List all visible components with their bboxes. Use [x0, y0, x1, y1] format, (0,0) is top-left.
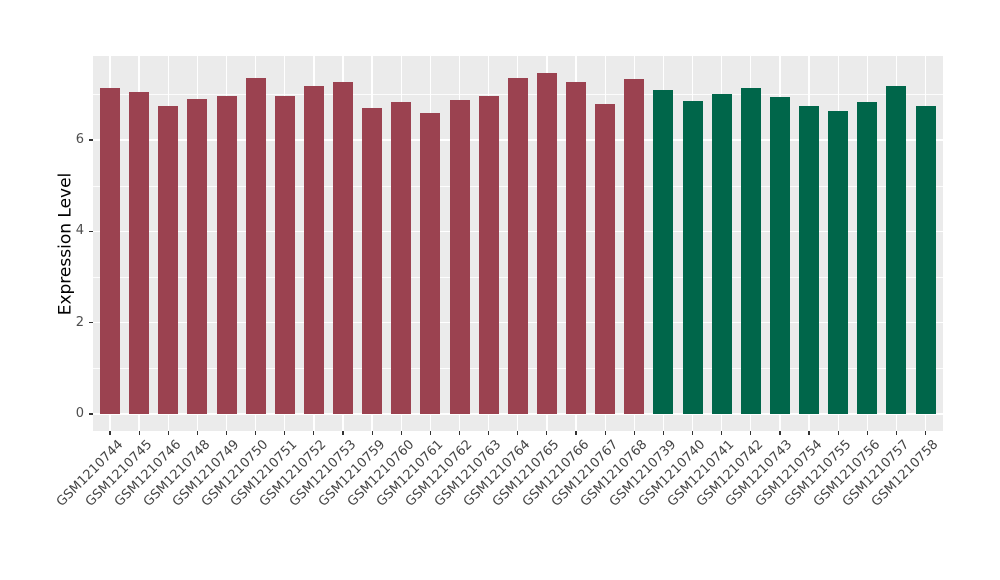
x-tick-mark	[313, 431, 315, 435]
plot-panel	[93, 56, 943, 431]
x-tick-mark	[866, 431, 868, 435]
bar-GSM1210744	[100, 87, 120, 414]
bar-GSM1210761	[420, 113, 441, 414]
bar-GSM1210745	[129, 91, 150, 414]
x-tick-mark	[196, 431, 198, 435]
y-tick-mark	[89, 413, 93, 415]
x-tick-mark	[488, 431, 490, 435]
bar-GSM1210765	[536, 73, 557, 414]
x-tick-mark	[604, 431, 606, 435]
y-tick-mark	[89, 230, 93, 232]
x-tick-mark	[633, 431, 635, 435]
bar-GSM1210759	[362, 108, 383, 414]
bar-GSM1210753	[333, 81, 354, 414]
x-tick-mark	[895, 431, 898, 435]
x-tick-mark	[342, 431, 344, 435]
y-axis-title: Expression Level	[55, 172, 76, 316]
y-tick-mark	[89, 139, 93, 141]
y-tick-label: 6	[75, 131, 84, 147]
bar-GSM1210760	[391, 102, 412, 414]
bar-GSM1210743	[769, 96, 790, 414]
x-tick-mark	[167, 431, 169, 435]
bar-GSM1210763	[478, 95, 499, 414]
bar-GSM1210768	[624, 79, 645, 414]
bar-GSM1210746	[158, 105, 179, 414]
bar-GSM1210741	[711, 93, 732, 414]
bar-GSM1210767	[595, 104, 616, 414]
x-tick-mark	[546, 431, 548, 435]
x-tick-mark	[924, 431, 927, 435]
x-tick-mark	[225, 431, 228, 435]
x-tick-mark	[662, 431, 664, 435]
bar-GSM1210748	[187, 98, 208, 414]
bar-GSM1210755	[828, 111, 849, 414]
bar-GSM1210758	[915, 105, 936, 414]
bar-GSM1210752	[303, 86, 324, 414]
x-tick-mark	[429, 431, 431, 435]
x-tick-mark	[371, 431, 373, 435]
bar-GSM1210766	[566, 81, 587, 414]
x-tick-mark	[284, 431, 286, 435]
y-tick-mark	[89, 322, 93, 324]
bar-GSM1210757	[886, 86, 907, 414]
bar-GSM1210749	[216, 96, 237, 414]
x-tick-mark	[109, 431, 111, 435]
x-tick-mark	[837, 431, 839, 435]
x-tick-mark	[255, 431, 257, 435]
x-tick-mark	[721, 431, 723, 435]
x-tick-mark	[458, 431, 461, 435]
bar-GSM1210756	[857, 102, 878, 414]
bar-GSM1210739	[653, 90, 674, 414]
x-tick-mark	[400, 431, 402, 435]
x-tick-mark	[691, 431, 694, 435]
y-tick-label: 0	[75, 406, 84, 421]
x-tick-mark	[779, 431, 781, 435]
x-tick-mark	[808, 431, 810, 435]
x-tick-mark	[138, 431, 140, 435]
bar-GSM1210762	[449, 100, 470, 414]
bar-GSM1210750	[245, 77, 266, 414]
x-tick-mark	[750, 431, 752, 435]
bar-GSM1210754	[799, 106, 820, 414]
y-tick-label: 2	[75, 314, 84, 330]
bar-GSM1210764	[507, 78, 528, 414]
bar-GSM1210751	[274, 95, 295, 414]
bar-GSM1210740	[682, 101, 703, 414]
x-tick-mark	[517, 431, 519, 435]
x-tick-mark	[575, 431, 577, 435]
y-tick-label: 4	[75, 223, 84, 239]
bar-GSM1210742	[740, 87, 761, 414]
